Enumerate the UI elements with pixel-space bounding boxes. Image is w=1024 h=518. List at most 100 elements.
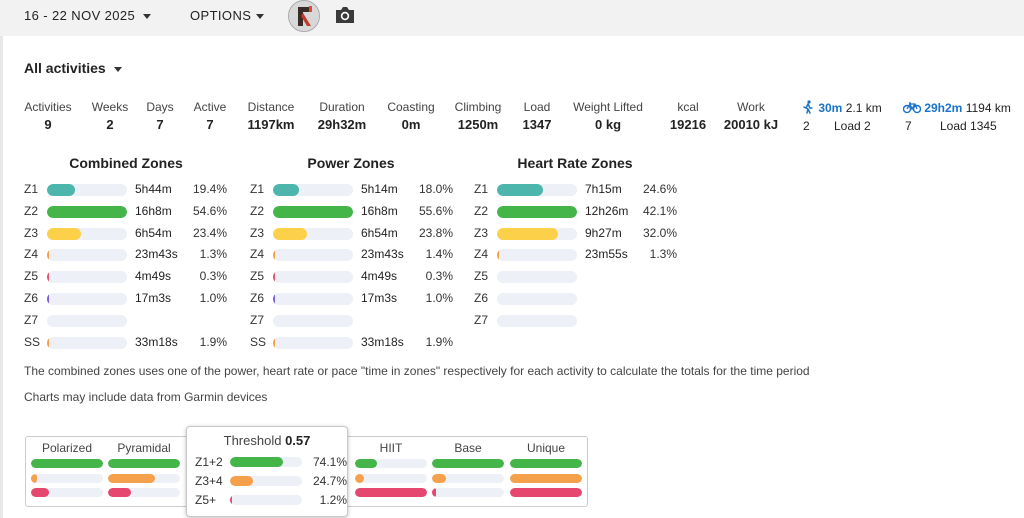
zone-percent: 54.6%	[192, 203, 227, 218]
stat-label: Coasting	[387, 100, 435, 114]
zone-bar-fill	[497, 184, 544, 196]
zone-bar-track	[497, 314, 577, 327]
sport-distance: 2.1 km	[842, 101, 882, 115]
zone-percent: 55.6%	[418, 203, 453, 218]
zone-row: Z6	[474, 289, 679, 309]
avatar-icon	[289, 1, 319, 31]
zone-label: Z7	[474, 312, 489, 327]
zone-percent: 1.0%	[199, 291, 227, 305]
distribution-bar-track	[510, 474, 582, 483]
distribution-bar-track	[355, 488, 427, 497]
zone-time: 17m3s	[361, 291, 398, 305]
stats-summary: Activities 9 Weeks 2 Days 7 Active 7 Distance 119…	[0, 100, 1024, 140]
zone-label: Z3	[474, 225, 489, 240]
zone-table-title: Power Zones	[307, 155, 395, 171]
zone-time: 5h44m	[135, 182, 172, 196]
zone-bar-track	[273, 293, 353, 305]
zone-percent: 1.4%	[425, 247, 453, 262]
zone-bar-fill	[497, 227, 558, 240]
zone-row: SS 33m18s 1.9%	[250, 333, 455, 353]
distribution-bar-fill	[355, 488, 427, 497]
tooltip-bar-track	[230, 495, 302, 505]
tooltip-row: Z3+4 24.7%	[195, 473, 347, 489]
zone-bar-track	[273, 336, 353, 349]
distribution-bar-track	[510, 459, 582, 468]
tooltip-row-label: Z3+4	[195, 474, 223, 488]
tooltip-row-value: 24.7%	[312, 474, 347, 488]
zone-row: Z6 17m3s 1.0%	[24, 289, 229, 309]
zone-bar-fill	[497, 249, 500, 262]
zone-label: Z6	[24, 291, 39, 305]
zone-bar-track	[47, 314, 127, 327]
activity-filter-label: All activities	[24, 60, 106, 76]
tooltip-bar-track	[230, 457, 302, 467]
distribution-bar-track	[355, 474, 427, 483]
distribution-bar-fill	[108, 459, 180, 468]
zone-time: 16h8m	[361, 203, 398, 218]
zone-time: 16h8m	[135, 203, 172, 218]
chevron-down-icon	[143, 14, 152, 20]
zone-bar-fill	[497, 205, 577, 218]
zone-row: Z5	[474, 267, 679, 287]
zone-percent: 1.9%	[425, 334, 453, 349]
zone-time: 33m18s	[361, 334, 404, 349]
avatar[interactable]	[288, 0, 320, 32]
zone-bar-track	[497, 227, 577, 240]
stat-label: Weeks	[91, 100, 129, 114]
stat-label: Days	[146, 100, 174, 114]
date-range-label: 16 - 22 NOV 2025	[24, 8, 136, 23]
zone-row: Z3 6h54m 23.8%	[250, 224, 455, 244]
distribution-bar-track	[432, 488, 504, 497]
stat-value: 29h32m	[317, 117, 367, 132]
zone-label: Z6	[474, 291, 489, 305]
distribution-bar-fill	[31, 488, 49, 497]
distribution-bar-track	[432, 459, 504, 468]
zone-label: Z7	[250, 312, 265, 327]
distribution-bar-fill	[31, 474, 37, 483]
distribution-bar-fill	[355, 474, 364, 483]
distribution-bar-track	[31, 488, 103, 497]
sport-detail-row: 7 Load 1345	[905, 119, 1015, 133]
stat-item: Distance 1197km	[248, 100, 295, 132]
distribution-bar-track	[31, 459, 103, 468]
zone-row: Z7	[250, 311, 455, 331]
stat-value: 0 kg	[594, 117, 622, 132]
distribution-label: Unique	[526, 441, 566, 455]
zone-bar-track	[47, 205, 127, 218]
zone-bar-track	[497, 184, 577, 196]
sport-load: Load 2	[834, 119, 871, 133]
zone-bar-fill	[273, 271, 275, 284]
zone-bar-track	[47, 271, 127, 284]
zone-label: Z4	[474, 247, 489, 262]
stat-item: Active 7	[194, 100, 227, 132]
zone-row: Z1 5h44m 19.4%	[24, 180, 229, 200]
zone-bar-fill	[47, 336, 50, 349]
distribution-bar-fill	[510, 459, 582, 468]
zone-time: 5h14m	[361, 182, 398, 196]
zone-bar-track	[273, 314, 353, 327]
tooltip-row-value: 74.1%	[312, 455, 347, 469]
tooltip-row: Z1+2 74.1%	[195, 454, 347, 470]
stat-value: 19216	[669, 117, 707, 132]
stat-item: Load 1347	[523, 100, 552, 132]
zone-bar-track	[497, 293, 577, 305]
options-menu[interactable]: OPTIONS	[190, 8, 265, 23]
zone-percent: 0.3%	[425, 269, 453, 284]
date-range-selector[interactable]: 16 - 22 NOV 2025	[24, 8, 152, 23]
distribution-bar-fill	[510, 474, 582, 483]
zone-row: Z3 9h27m 32.0%	[474, 224, 679, 244]
stat-item: Duration 29h32m	[318, 100, 366, 132]
walking-icon	[801, 100, 815, 115]
distribution-bar-fill	[510, 488, 582, 497]
stat-value: 9	[44, 117, 52, 132]
tooltip-bar-fill	[230, 495, 232, 505]
stat-item: Climbing 1250m	[455, 100, 502, 132]
zone-percent: 23.8%	[418, 225, 453, 240]
activity-filter[interactable]: All activities	[24, 60, 122, 76]
zone-time: 23m55s	[585, 247, 628, 262]
zone-bar-track	[47, 184, 127, 196]
camera-icon[interactable]	[334, 5, 356, 25]
zone-row: Z7	[474, 311, 679, 331]
distribution-bar-fill	[432, 474, 447, 483]
zone-bar-track	[47, 249, 127, 262]
